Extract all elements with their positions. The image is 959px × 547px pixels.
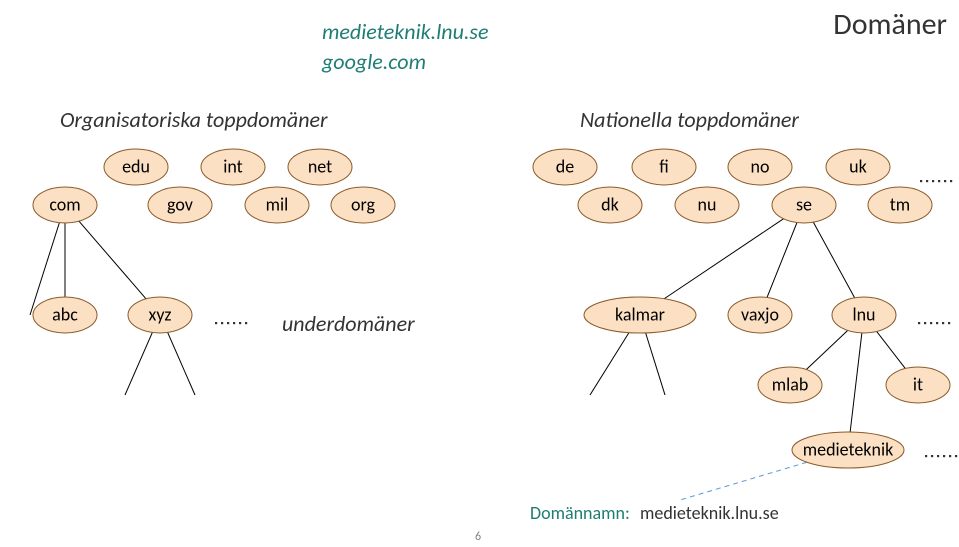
- domain-tree-diagram: com edugov int milnetorg de dk fi nu no se uk tm abc…: [0, 0, 959, 547]
- ellipsis-dots: [942, 322, 944, 324]
- ellipsis-dots: [937, 455, 939, 457]
- domain-node-net: net: [288, 149, 352, 185]
- svg-text:mlab: mlab: [772, 373, 809, 395]
- domain-node-abc: abc: [33, 297, 97, 333]
- ellipsis-dots: [221, 322, 223, 324]
- footer-value: medieteknik.lnu.se: [640, 502, 779, 524]
- ellipsis-dots: [215, 322, 217, 324]
- domain-node-gov: gov: [148, 187, 212, 223]
- ellipsis-dots: [944, 180, 946, 182]
- ellipsis-dots: [233, 322, 235, 324]
- ellipsis-dots: [932, 180, 934, 182]
- ellipsis-dots: [930, 322, 932, 324]
- svg-text:gov: gov: [167, 193, 193, 215]
- ellipsis-dots: [943, 455, 945, 457]
- svg-text:se: se: [796, 193, 812, 215]
- tree-edge: [813, 222, 854, 298]
- svg-text:int: int: [223, 155, 242, 177]
- tree-edge: [590, 333, 629, 395]
- ellipsis-dots: [926, 180, 928, 182]
- svg-text:com: com: [49, 193, 80, 215]
- tree-edge: [168, 332, 195, 395]
- svg-text:fi: fi: [659, 155, 669, 177]
- svg-text:de: de: [556, 155, 574, 177]
- tree-edge: [767, 223, 797, 298]
- ellipsis-dots: [949, 455, 951, 457]
- ellipsis-dots: [955, 455, 957, 457]
- tree-edge: [680, 462, 807, 500]
- example-url-1: medieteknik.lnu.se: [322, 18, 489, 45]
- ellipsis-dots: [924, 322, 926, 324]
- ellipsis-dots: [948, 322, 950, 324]
- ellipsis-dots: [918, 322, 920, 324]
- ellipsis-dots: [938, 180, 940, 182]
- domain-node-mil: mil: [245, 187, 309, 223]
- svg-text:vaxjo: vaxjo: [741, 303, 779, 325]
- domain-node-edu: edu: [104, 149, 168, 185]
- tree-edge: [664, 219, 783, 299]
- footer-label: Domännamn:: [530, 502, 630, 524]
- ellipsis-dots: [950, 180, 952, 182]
- svg-text:it: it: [913, 373, 923, 395]
- ellipsis-dots: [931, 455, 933, 457]
- domain-node-vaxjo: vaxjo: [728, 297, 792, 333]
- ellipsis-dots: [245, 322, 247, 324]
- heading-subdomains: underdomäner: [282, 310, 415, 337]
- domain-node-xyz: xyz: [128, 297, 192, 333]
- svg-text:abc: abc: [52, 303, 78, 325]
- svg-text:dk: dk: [601, 193, 619, 215]
- svg-text:nu: nu: [698, 193, 717, 215]
- domain-node-com: com: [33, 187, 97, 223]
- domain-node-de: de: [533, 149, 597, 185]
- domain-node-dk: dk: [578, 187, 642, 223]
- svg-text:kalmar: kalmar: [615, 303, 665, 325]
- heading-nat-tld: Nationella toppdomäner: [580, 106, 799, 133]
- domain-node-no: no: [728, 149, 792, 185]
- svg-text:tm: tm: [890, 193, 910, 215]
- tree-edge: [806, 330, 847, 369]
- domain-node-nu: nu: [675, 187, 739, 223]
- tree-edge: [877, 332, 906, 369]
- svg-text:lnu: lnu: [852, 303, 875, 325]
- tree-edge: [850, 333, 862, 432]
- heading-org-tld: Organisatoriska toppdomäner: [60, 106, 328, 133]
- domain-node-kalmar: kalmar: [584, 297, 696, 333]
- tree-edge: [646, 333, 665, 395]
- tree-edge: [79, 221, 146, 299]
- domain-node-medieteknik: medieteknik: [792, 432, 904, 468]
- domain-node-int: int: [201, 149, 265, 185]
- svg-text:mil: mil: [266, 193, 289, 215]
- svg-text:uk: uk: [849, 155, 867, 177]
- domain-node-tm: tm: [868, 187, 932, 223]
- ellipsis-dots: [936, 322, 938, 324]
- domain-node-se: se: [772, 187, 836, 223]
- page-title: Domäner: [833, 6, 947, 43]
- svg-text:xyz: xyz: [149, 303, 172, 325]
- domain-node-org: org: [331, 187, 395, 223]
- domain-node-fi: fi: [632, 149, 696, 185]
- svg-text:medieteknik: medieteknik: [803, 438, 894, 460]
- ellipsis-dots: [239, 322, 241, 324]
- svg-text:no: no: [751, 155, 770, 177]
- ellipsis-dots: [227, 322, 229, 324]
- domain-node-uk: uk: [826, 149, 890, 185]
- domain-node-lnu: lnu: [832, 297, 896, 333]
- page-number: 6: [475, 530, 481, 544]
- domain-node-mlab: mlab: [758, 367, 822, 403]
- tree-edge: [125, 332, 152, 395]
- ellipsis-dots: [925, 455, 927, 457]
- svg-text:net: net: [308, 155, 332, 177]
- ellipsis-dots: [920, 180, 922, 182]
- example-url-2: google.com: [322, 48, 426, 75]
- domain-node-it: it: [886, 367, 950, 403]
- svg-text:edu: edu: [122, 155, 150, 177]
- svg-text:org: org: [351, 193, 376, 215]
